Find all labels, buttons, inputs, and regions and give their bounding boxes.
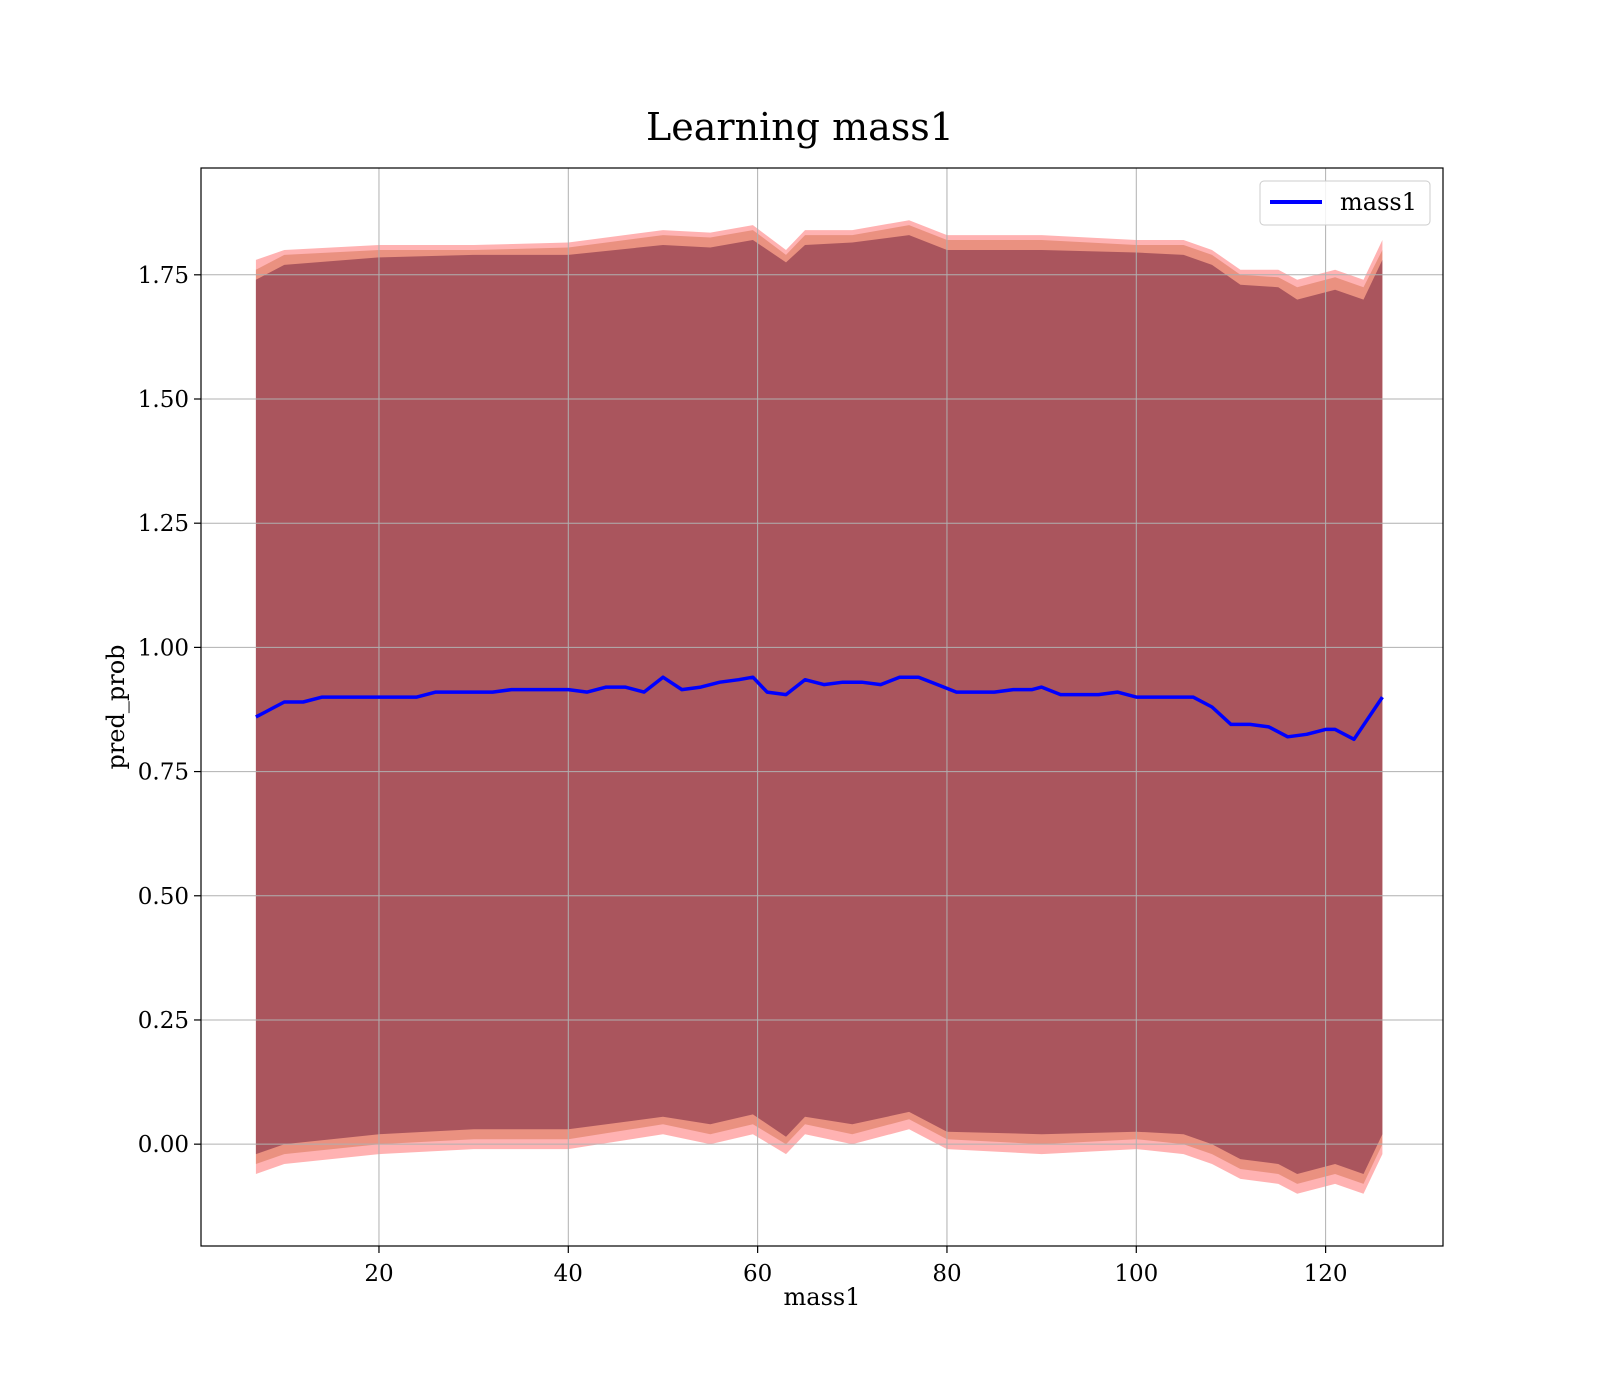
y-tick-label: 0.75	[138, 760, 189, 786]
x-axis-ticks: 20 40 60 80 100 120	[364, 1246, 1348, 1287]
y-tick-label: 1.00	[138, 635, 189, 661]
y-axis-label: pred_prob	[102, 644, 130, 769]
y-tick-label: 0.25	[138, 1008, 189, 1034]
y-tick-label: 0.00	[138, 1132, 189, 1158]
y-tick-label: 0.50	[138, 884, 189, 910]
y-tick-label: 1.25	[138, 511, 189, 537]
legend: mass1	[1259, 180, 1431, 226]
x-tick-label: 40	[554, 1261, 583, 1287]
series-line-mass1	[255, 675, 1384, 742]
x-tick-label: 80	[932, 1261, 961, 1287]
grid-lines	[201, 168, 1443, 1246]
confidence-bands	[255, 220, 1383, 1194]
chart-title: Learning mass1	[646, 105, 954, 149]
axes-frame	[200, 167, 1444, 1247]
x-tick-label: 20	[364, 1261, 393, 1287]
series-lines	[255, 675, 1384, 742]
plot-area	[200, 167, 1444, 1247]
y-axis-ticks: 0.00 0.25 0.50 0.75 1.00 1.25 1.50 1.75	[138, 263, 201, 1158]
y-tick-label: 1.75	[138, 263, 189, 289]
legend-box	[1259, 180, 1431, 226]
x-axis-label: mass1	[784, 1283, 861, 1311]
legend-label-mass1: mass1	[1340, 188, 1417, 216]
x-tick-label: 100	[1114, 1261, 1158, 1287]
x-tick-label: 120	[1304, 1261, 1348, 1287]
confidence-band-2	[255, 235, 1383, 1175]
y-tick-label: 1.50	[138, 387, 189, 413]
x-tick-label: 60	[743, 1261, 772, 1287]
